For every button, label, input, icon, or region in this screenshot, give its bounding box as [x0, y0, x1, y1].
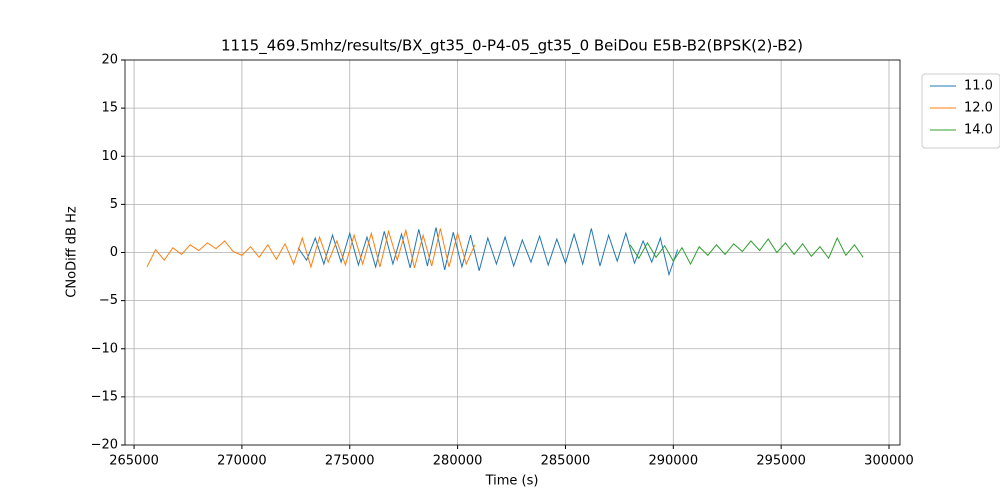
y-tick-label: −20 — [91, 438, 118, 453]
x-tick-label: 275000 — [325, 454, 375, 469]
x-tick-label: 285000 — [541, 454, 591, 469]
x-tick-label: 290000 — [648, 454, 698, 469]
x-tick-label: 265000 — [109, 454, 159, 469]
series-line — [146, 228, 476, 269]
legend-box — [921, 73, 1000, 149]
legend-label: 11.0 — [964, 79, 993, 94]
y-tick-label: 15 — [101, 101, 118, 116]
y-tick-label: −15 — [91, 389, 118, 404]
y-tick-label: 10 — [101, 149, 118, 164]
x-tick-label: 270000 — [217, 454, 267, 469]
y-tick-label: −5 — [99, 293, 118, 308]
series-line — [629, 236, 864, 266]
series-line — [297, 227, 679, 277]
chart-title: 1115_469.5mhz/results/BX_gt35_0-P4-05_gt… — [221, 37, 803, 56]
y-axis-label: CNoDiff dB Hz — [65, 206, 80, 298]
x-tick-label: 300000 — [864, 454, 914, 469]
y-tick-label: 20 — [101, 53, 118, 68]
y-tick-label: −10 — [91, 341, 118, 356]
x-axis-label: Time (s) — [485, 474, 539, 489]
x-tick-label: 295000 — [756, 454, 806, 469]
x-tick-label: 280000 — [433, 454, 483, 469]
y-tick-label: 0 — [110, 245, 118, 260]
plot-frame — [124, 59, 901, 446]
legend-label: 14.0 — [964, 123, 993, 138]
y-tick-label: 5 — [110, 197, 118, 212]
legend-label: 12.0 — [964, 101, 993, 116]
